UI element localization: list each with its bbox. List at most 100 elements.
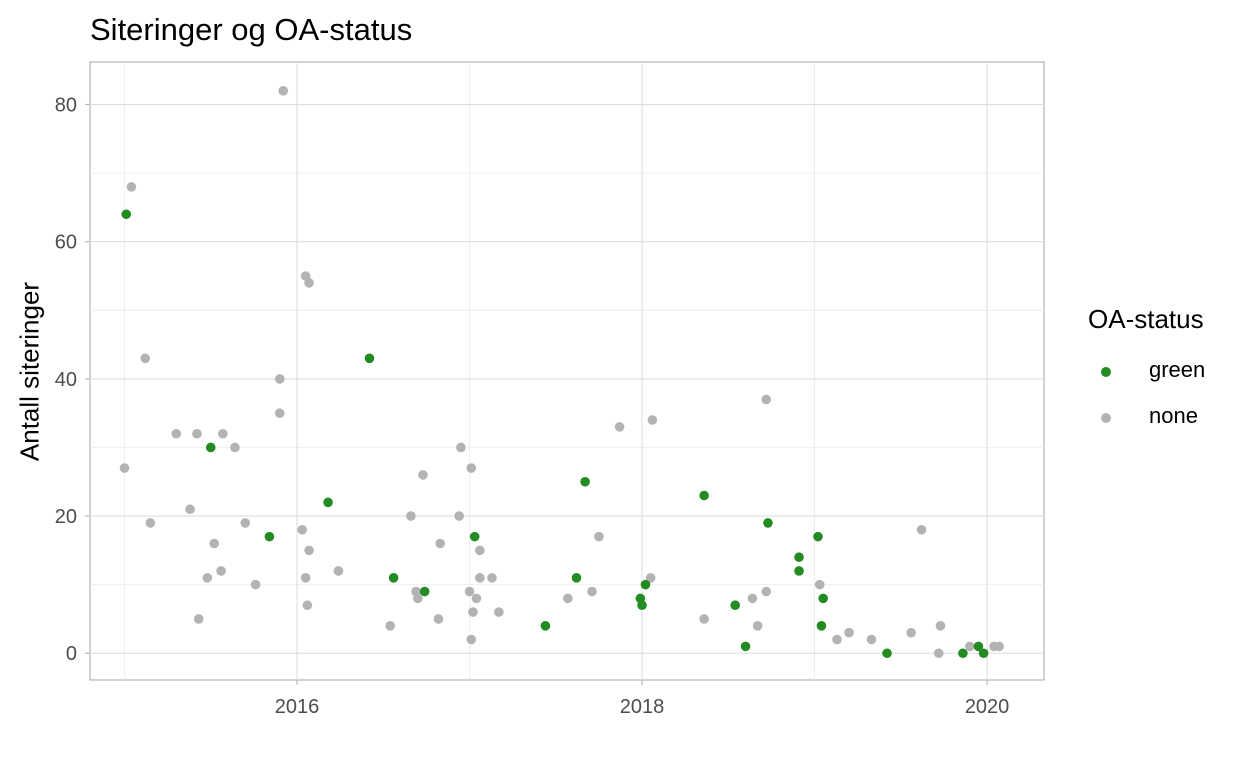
y-tick-label: 80	[55, 95, 77, 117]
data-point-none	[406, 511, 416, 521]
data-point-none	[844, 627, 854, 638]
legend-label-green: green	[1149, 357, 1206, 382]
data-point-green	[794, 552, 804, 563]
data-point-green	[640, 579, 651, 590]
data-points	[119, 86, 1004, 659]
data-point-none	[466, 463, 477, 473]
data-point-none	[250, 579, 261, 590]
data-point-green	[388, 573, 399, 583]
data-point-none	[761, 394, 772, 405]
data-point-none	[614, 422, 625, 432]
data-point-green	[121, 209, 132, 220]
data-point-none	[202, 573, 213, 583]
data-point-none	[145, 518, 156, 528]
data-point-none	[278, 86, 289, 96]
x-tick-label: 2020	[965, 696, 1010, 718]
data-point-none	[935, 621, 946, 631]
legend-label-none: none	[1149, 403, 1198, 428]
data-point-none	[471, 593, 482, 604]
data-point-none	[302, 600, 313, 611]
data-point-none	[647, 415, 658, 425]
data-point-none	[866, 634, 877, 645]
data-point-none	[185, 504, 195, 515]
data-point-green	[763, 518, 773, 528]
data-point-green	[364, 353, 375, 364]
data-point-none	[645, 573, 656, 583]
data-point-none	[464, 586, 475, 597]
data-point-none	[274, 374, 285, 384]
data-point-none	[418, 470, 428, 480]
data-point-none	[475, 573, 485, 583]
x-tick-label: 2018	[620, 696, 665, 718]
y-tick-label: 20	[55, 506, 77, 528]
data-point-green	[469, 531, 480, 542]
data-point-none	[274, 408, 285, 418]
data-point-none	[126, 182, 137, 192]
data-point-none	[475, 545, 485, 556]
y-tick-label: 60	[55, 232, 77, 254]
data-point-green	[882, 648, 892, 659]
plot-panel	[89, 61, 1045, 681]
data-point-green	[813, 531, 823, 542]
data-point-green	[264, 531, 275, 542]
data-point-none	[994, 641, 1004, 652]
data-point-none	[192, 428, 202, 439]
data-point-none	[218, 428, 228, 439]
data-point-none	[216, 566, 226, 576]
data-point-none	[456, 442, 466, 453]
data-point-none	[761, 586, 772, 597]
data-point-green	[571, 573, 582, 583]
data-point-green	[699, 490, 709, 501]
data-point-green	[958, 648, 968, 659]
legend-item-none: none	[1088, 402, 1238, 432]
data-point-none	[300, 573, 311, 583]
data-point-none	[832, 634, 842, 645]
data-point-green	[794, 566, 804, 576]
data-point-none	[193, 614, 204, 624]
data-point-none	[333, 566, 344, 576]
data-point-green	[205, 442, 216, 453]
data-point-none	[412, 593, 423, 604]
data-point-green	[816, 621, 827, 631]
y-axis-ticks: 0 20 40 60 80	[55, 95, 90, 665]
data-point-none	[965, 641, 975, 652]
data-point-none	[699, 614, 709, 624]
data-point-none	[140, 353, 151, 364]
data-point-none	[171, 428, 182, 439]
data-point-none	[594, 531, 604, 542]
data-point-none	[587, 586, 597, 597]
legend-key-none	[1101, 413, 1111, 423]
x-tick-label: 2016	[275, 696, 320, 718]
legend-key-green	[1101, 367, 1111, 377]
data-point-green	[978, 648, 989, 659]
data-point-green	[540, 621, 551, 631]
y-tick-label: 0	[66, 643, 77, 665]
data-point-none	[814, 579, 825, 590]
data-point-green	[730, 600, 741, 611]
data-point-none	[454, 511, 464, 521]
data-point-green	[818, 593, 828, 604]
data-point-none	[563, 593, 573, 604]
data-point-none	[209, 538, 220, 549]
data-point-none	[916, 524, 927, 535]
data-point-none	[933, 648, 944, 659]
data-point-green	[973, 641, 984, 652]
legend: OA-status green none	[1088, 304, 1205, 428]
minor-gridlines	[90, 62, 1044, 680]
x-axis-ticks: 2016 2018 2020	[275, 680, 1010, 718]
data-point-none	[297, 524, 307, 535]
data-point-green	[637, 600, 647, 611]
data-point-none	[466, 634, 477, 645]
chart-title: Siteringer og OA-status	[90, 12, 413, 47]
data-point-none	[906, 627, 916, 638]
data-point-none	[487, 573, 497, 583]
data-point-green	[323, 497, 333, 508]
data-point-none	[752, 621, 763, 631]
data-point-green	[580, 476, 590, 487]
data-point-none	[230, 442, 240, 453]
data-point-none	[304, 278, 314, 288]
data-point-none	[433, 614, 444, 624]
legend-title: OA-status	[1088, 304, 1204, 334]
data-point-green	[740, 641, 751, 652]
